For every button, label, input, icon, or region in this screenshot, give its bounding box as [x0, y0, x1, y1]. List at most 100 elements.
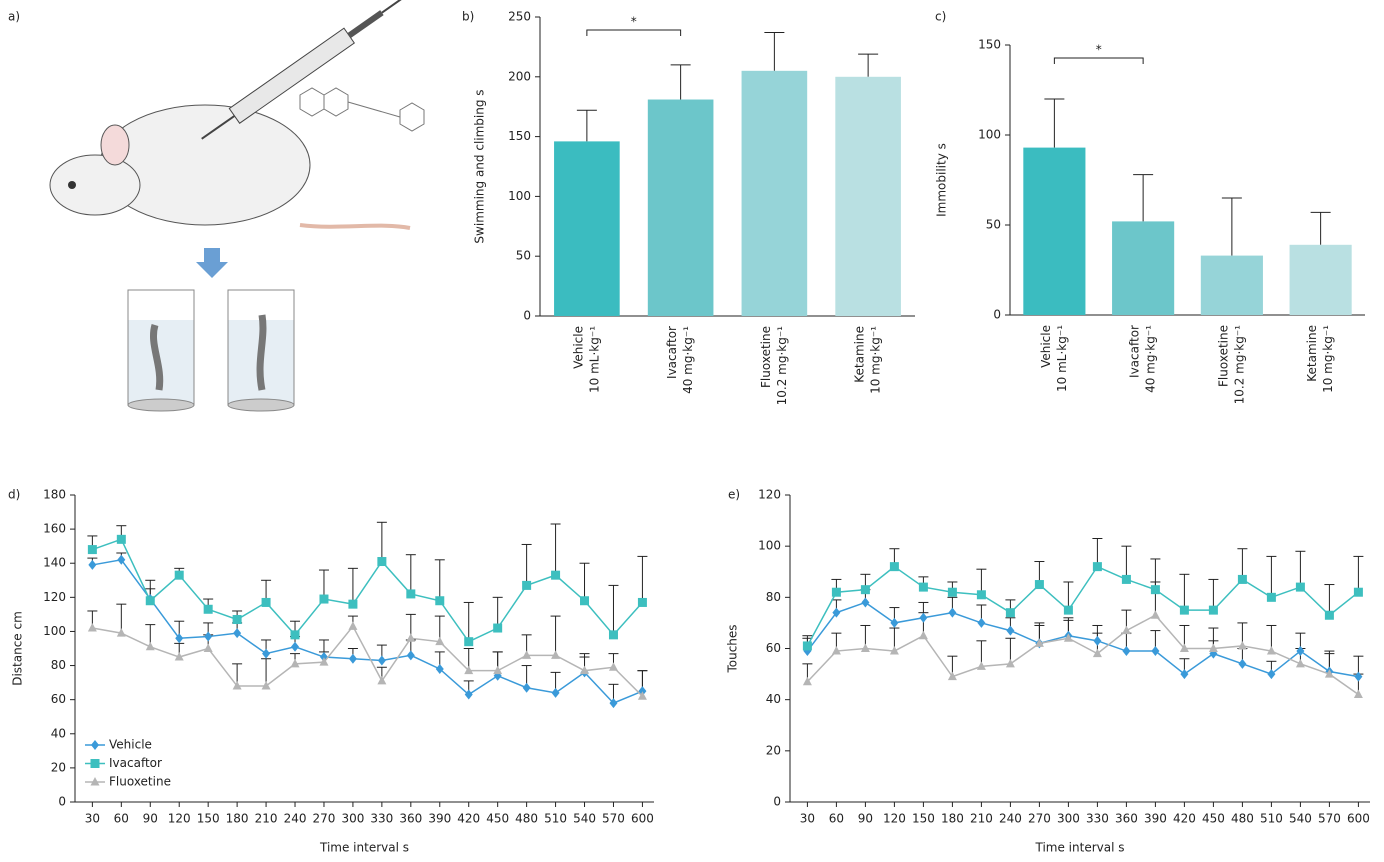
marker [464, 689, 473, 700]
rat-body [99, 104, 311, 226]
x-tick-label: 150 [197, 812, 220, 826]
x-tick-label: Ivacaftor [665, 326, 679, 379]
marker [1208, 643, 1218, 652]
marker [406, 633, 416, 642]
x-tick-label: Fluoxetine [1216, 325, 1230, 387]
marker [522, 650, 532, 659]
rat-head [49, 154, 141, 216]
x-tick-label: 90 [143, 812, 158, 826]
series-line [806, 565, 1359, 647]
marker [1093, 635, 1102, 646]
y-tick-label: 100 [508, 189, 531, 203]
x-tick-label: 270 [1028, 812, 1051, 826]
y-tick-label: 150 [978, 38, 1001, 52]
marker [88, 559, 97, 570]
marker [637, 691, 647, 700]
marker [637, 597, 647, 607]
x-tick-label: 600 [631, 812, 654, 826]
x-tick-label: 10.2 mg·kg⁻¹ [1232, 325, 1246, 405]
marker [1324, 669, 1334, 678]
marker [464, 637, 474, 647]
y-tick-label: 0 [523, 309, 531, 323]
y-axis-label: Touches [726, 624, 740, 673]
marker [802, 676, 812, 686]
marker [1034, 638, 1044, 647]
marker [976, 661, 986, 670]
marker [551, 687, 560, 698]
marker [1121, 625, 1131, 635]
marker [174, 652, 184, 661]
marker [348, 621, 358, 630]
x-tick-label: 570 [1318, 812, 1341, 826]
marker [1266, 592, 1276, 602]
marker [174, 570, 184, 580]
marker [580, 665, 590, 675]
significance-label: * [631, 15, 637, 29]
marker [493, 623, 503, 633]
y-tick-label: 100 [43, 624, 66, 638]
marker [233, 628, 242, 639]
bar [1023, 147, 1086, 315]
marker [377, 655, 386, 666]
marker [1296, 646, 1305, 657]
marker [116, 628, 126, 637]
x-tick-label: 40 mg·kg⁻¹ [1144, 325, 1158, 393]
marker [493, 665, 503, 675]
marker [1179, 643, 1189, 652]
series-line [92, 558, 643, 704]
marker [203, 643, 213, 652]
marker [1324, 610, 1334, 620]
significance-bracket [1053, 57, 1144, 64]
series-line [92, 624, 643, 697]
y-tick-label: 140 [43, 556, 66, 570]
marker [232, 681, 242, 690]
marker [262, 648, 271, 659]
marker [889, 646, 899, 655]
marker [580, 596, 590, 606]
panel-label: d) [8, 488, 20, 502]
x-tick-label: 300 [1057, 812, 1080, 826]
y-tick-label: 50 [986, 218, 1001, 232]
marker [1238, 658, 1247, 669]
marker [1005, 658, 1015, 668]
marker [832, 607, 841, 618]
series-line [806, 614, 1359, 696]
beaker [227, 289, 295, 412]
x-tick-label: 10.2 mg·kg⁻¹ [775, 326, 789, 406]
marker [90, 759, 100, 768]
y-tick-label: 0 [773, 795, 781, 809]
x-tick-label: 540 [1289, 812, 1312, 826]
y-tick-label: 200 [508, 69, 531, 83]
y-tick-label: 20 [51, 760, 66, 774]
marker [609, 698, 618, 709]
marker [435, 663, 444, 674]
x-tick-label: 10 mg·kg⁻¹ [1321, 325, 1335, 393]
marker [947, 587, 957, 597]
marker [377, 557, 387, 567]
marker [87, 623, 97, 632]
marker [1034, 580, 1044, 590]
marker [860, 585, 870, 595]
x-tick-label: 420 [457, 812, 480, 826]
marker [203, 604, 213, 614]
marker [175, 633, 184, 644]
x-tick-label: 10 mg·kg⁻¹ [869, 326, 883, 394]
marker [977, 617, 986, 628]
x-tick-label: Vehicle [571, 326, 585, 369]
marker [204, 631, 213, 642]
y-tick-label: 40 [51, 726, 66, 740]
marker [117, 554, 126, 565]
bar [1289, 244, 1352, 315]
x-tick-label: 480 [515, 812, 538, 826]
marker [889, 562, 899, 572]
x-tick-label: Ketamine [853, 326, 867, 383]
x-tick-label: 180 [941, 812, 964, 826]
panel-label: b) [462, 10, 474, 24]
marker [831, 587, 841, 597]
x-tick-label: 40 mg·kg⁻¹ [681, 326, 695, 394]
x-axis-label: Time interval s [319, 841, 409, 855]
molecule [299, 87, 425, 132]
marker [1208, 605, 1218, 615]
